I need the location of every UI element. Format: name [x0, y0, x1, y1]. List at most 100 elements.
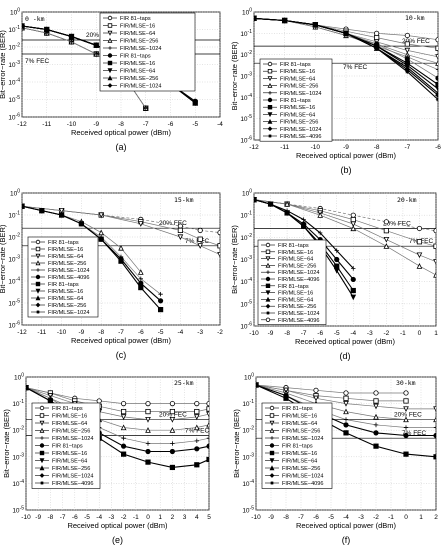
data-point: [383, 219, 389, 225]
legend-marker: [269, 420, 275, 426]
legend-marker: [39, 405, 45, 411]
x-tick-label: -4: [178, 329, 184, 336]
y-tick-label: 10-3: [12, 452, 24, 461]
data-point: [43, 26, 50, 33]
x-tick-label: 2: [171, 514, 175, 521]
x-tick-label: 1: [434, 330, 438, 337]
data-point: [267, 201, 274, 208]
data-point: [193, 414, 200, 420]
y-tick-label: 100: [14, 373, 24, 382]
data-point: [404, 56, 410, 62]
data-point: [284, 210, 290, 217]
legend-marker: [107, 83, 113, 88]
y-tick-label: 10-5: [12, 506, 24, 515]
data-point: [435, 54, 438, 60]
y-tick-label: 10-6: [8, 321, 20, 330]
y-tick-label: 10-5: [240, 299, 252, 308]
x-tick-label: -9: [79, 329, 85, 336]
legend-entry: FIR/MLSE−4096: [282, 481, 324, 487]
data-point: [283, 395, 289, 401]
legend-marker: [39, 427, 45, 433]
x-tick-label: -8: [283, 514, 289, 521]
legend-marker: [265, 317, 271, 322]
data-point: [435, 81, 438, 88]
legend-marker: [265, 283, 271, 288]
legend-marker: [107, 30, 113, 36]
data-point: [206, 443, 209, 449]
y-tick-label: 10-1: [240, 29, 252, 38]
y-tick-label: 10-2: [240, 50, 252, 59]
x-tick-label: -8: [284, 330, 290, 337]
x-tick-label: -9: [93, 121, 99, 128]
x-tick-label: -10: [249, 330, 259, 337]
fec-label: 7% FEC: [25, 58, 50, 65]
data-point: [206, 411, 209, 418]
y-tick-label: 10-4: [242, 479, 254, 488]
x-tick-label: -7: [298, 514, 304, 521]
data-point: [404, 41, 410, 47]
legend-entry: FIR/MLSE−256: [52, 466, 90, 472]
chart-panel-6: -10 -9 -8 -7 -6 -5 -4 -3 -2 -1 0 1 210-510-410-310-2…: [232, 373, 438, 546]
data-point: [138, 276, 143, 281]
x-tick-label: -11: [280, 144, 289, 151]
data-point: [435, 97, 438, 102]
data-point: [118, 258, 124, 264]
y-tick-label: 100: [10, 8, 20, 17]
legend-marker: [265, 276, 271, 282]
y-tick-label: 10-5: [242, 506, 254, 515]
legend-marker: [267, 105, 273, 110]
legend-entry: FIR/MLSE−16: [280, 69, 315, 75]
legend-marker: [269, 450, 275, 456]
legend-marker: [39, 450, 45, 456]
legend-entry: FIR/MLSE−1024: [120, 46, 162, 52]
data-point: [435, 75, 438, 81]
data-point: [435, 37, 438, 43]
panel-label: (c): [116, 350, 127, 360]
chart-panel-3: -12 -11 -10 -9 -8 -7 -6 -5 -4 -3 -2 10-6 10-5 10-4 10-…: [0, 189, 223, 361]
legend-entry: FIR/MLSE−256: [282, 466, 320, 472]
data-point: [351, 266, 356, 271]
data-point: [383, 243, 390, 249]
data-point: [301, 217, 306, 222]
data-point: [39, 207, 45, 214]
legend-box: [257, 239, 327, 325]
chart-panel-4: -10 -9 -8 -7 -6 -5 -4 -3 -2 -1 0 110-610-510-410-31…: [230, 189, 438, 362]
legend-entry: FIR/MLSE−256: [52, 429, 90, 435]
data-point: [403, 451, 409, 457]
data-point: [68, 33, 75, 40]
legend-marker: [35, 239, 41, 245]
legend-entry: FIR/MLSE−64: [282, 459, 317, 465]
data-point: [343, 417, 349, 422]
x-tick-label: -2: [121, 514, 127, 521]
x-tick-label: -10: [67, 121, 77, 128]
fec-label: 20% FEC: [159, 220, 187, 227]
distance-label: 0 -km: [25, 15, 45, 23]
legend-entry: FIR 81−taps: [278, 284, 309, 290]
fec-label: 7% FEC: [185, 238, 210, 245]
legend-marker: [107, 75, 113, 81]
y-tick-label: 10-3: [8, 255, 20, 264]
data-point: [118, 244, 124, 251]
data-point: [121, 408, 127, 415]
y-tick-label: 100: [242, 8, 252, 17]
data-point: [169, 448, 175, 455]
legend-marker: [270, 436, 274, 440]
data-point: [143, 106, 148, 111]
legend-entry: FIR/MLSE−64: [278, 297, 313, 303]
x-tick-label: -8: [118, 121, 124, 128]
data-point: [416, 225, 423, 232]
data-point: [217, 243, 220, 249]
y-axis-label: Bit−error−rate (BER): [0, 224, 7, 293]
data-point: [206, 401, 209, 407]
data-point: [121, 451, 127, 457]
data-point: [433, 243, 436, 249]
legend-entry: FIR/MLSE−1024: [282, 474, 324, 480]
data-point: [282, 18, 287, 23]
legend-entry: FIR/MLSE−1024: [280, 91, 322, 97]
x-tick-label: -6: [317, 330, 323, 337]
x-tick-label: -7: [301, 330, 307, 337]
data-point: [433, 432, 436, 439]
legend-entry: FIR 81−taps: [120, 16, 151, 22]
x-tick-label: -11: [37, 329, 46, 336]
panel-label: (e): [112, 535, 123, 545]
